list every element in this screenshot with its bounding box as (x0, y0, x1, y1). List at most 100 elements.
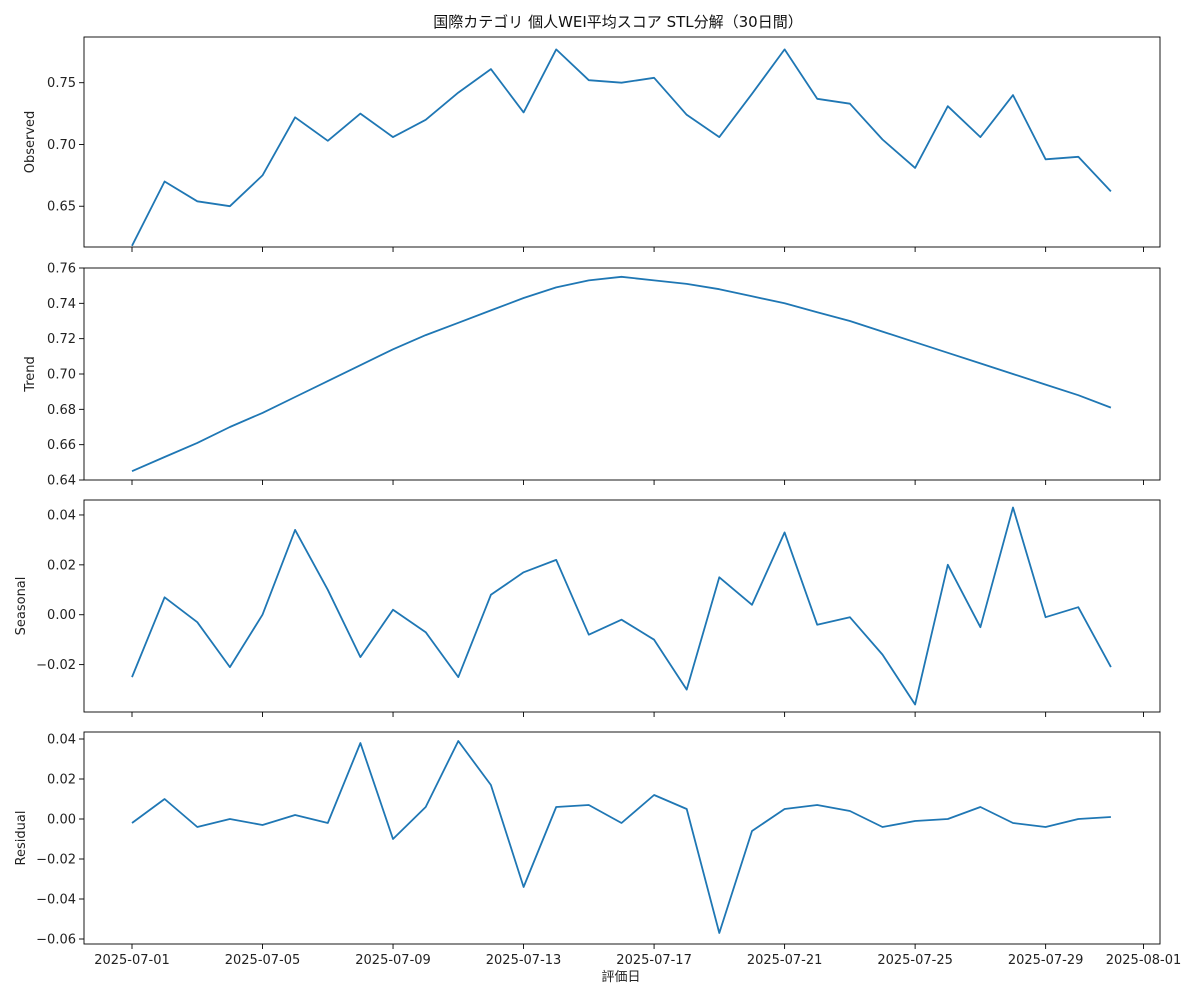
data-point (163, 456, 166, 459)
data-point (1012, 94, 1015, 97)
y-tick-label: 0.76 (47, 262, 76, 277)
data-point (653, 794, 656, 797)
data-point (783, 531, 786, 534)
data-point (816, 311, 819, 314)
panel-frame (83, 267, 1161, 481)
data-point (718, 932, 721, 935)
x-tick-label: 2025-07-09 (355, 953, 431, 968)
data-point (131, 676, 134, 679)
data-point (489, 309, 492, 312)
y-axis-label: Trend (23, 356, 38, 393)
data-point (587, 279, 590, 282)
data-point (587, 804, 590, 807)
data-point (326, 588, 329, 591)
data-point (946, 351, 949, 354)
data-point (783, 302, 786, 305)
data-point (424, 334, 427, 337)
data-point (294, 814, 297, 817)
y-tick-label: 0.02 (47, 773, 76, 788)
x-tick-label: 2025-07-17 (616, 953, 692, 968)
data-point (783, 808, 786, 811)
data-point (1077, 606, 1080, 609)
data-point (261, 613, 264, 616)
data-point (685, 113, 688, 116)
data-point (1012, 822, 1015, 825)
panel-observed: 0.65 0.70 0.75 Observed (23, 36, 1161, 252)
data-point (359, 742, 362, 745)
y-tick-label: 0.00 (47, 608, 76, 623)
y-tick-label: 0.72 (47, 332, 76, 347)
data-point (685, 688, 688, 691)
y-tick-label: 0.64 (47, 474, 76, 489)
data-point (196, 441, 199, 444)
data-point (392, 608, 395, 611)
series-line-seasonal (131, 506, 1112, 706)
y-tick-label: 0.02 (47, 558, 76, 573)
data-point (1012, 373, 1015, 376)
data-point (946, 818, 949, 821)
data-point (750, 295, 753, 298)
data-point (261, 411, 264, 414)
data-point (424, 118, 427, 121)
y-tick-label: −0.04 (36, 893, 76, 908)
data-point (424, 631, 427, 634)
data-point (392, 838, 395, 841)
y-tick-label: 0.65 (47, 200, 76, 215)
data-point (750, 603, 753, 606)
data-point (555, 286, 558, 289)
data-point (914, 341, 917, 344)
data-point (881, 330, 884, 333)
data-point (1012, 506, 1015, 509)
data-point (1044, 826, 1047, 829)
data-point (718, 288, 721, 291)
data-point (979, 626, 982, 629)
data-point (131, 470, 134, 473)
data-point (653, 638, 656, 641)
data-point (326, 139, 329, 142)
panel-frame (83, 731, 1161, 945)
data-point (392, 348, 395, 351)
data-point (163, 798, 166, 801)
y-tick-label: −0.06 (36, 933, 76, 948)
data-point (163, 180, 166, 183)
data-point (1109, 406, 1112, 409)
data-point (881, 138, 884, 141)
data-point (816, 623, 819, 626)
y-tick-label: −0.02 (36, 853, 76, 868)
data-point (816, 97, 819, 100)
panel-trend: 0.64 0.66 0.68 0.70 0.72 0.74 0.76 Trend (23, 262, 1161, 489)
data-point (294, 528, 297, 531)
data-point (326, 822, 329, 825)
data-point (979, 362, 982, 365)
data-point (979, 136, 982, 139)
data-point (359, 112, 362, 115)
data-point (522, 571, 525, 574)
data-point (881, 653, 884, 656)
data-point (196, 200, 199, 203)
data-point (620, 81, 623, 84)
data-point (620, 822, 623, 825)
data-point (1044, 616, 1047, 619)
data-point (1077, 155, 1080, 158)
y-axis-label: Residual (14, 811, 29, 866)
y-axis-label: Observed (23, 111, 38, 174)
series-line-residual (131, 740, 1111, 934)
panel-seasonal: −0.02 0.00 0.02 0.04 Seasonal (14, 499, 1161, 717)
figure-title: 国際カテゴリ 個人WEI平均スコア STL分解（30日間） (433, 13, 802, 31)
data-point (359, 656, 362, 659)
y-tick-label: 0.00 (47, 813, 76, 828)
data-point (848, 810, 851, 813)
data-point (457, 676, 460, 679)
data-point (457, 91, 460, 94)
panel-frame (83, 499, 1161, 713)
data-point (359, 364, 362, 367)
data-point (587, 79, 590, 82)
data-point (620, 275, 623, 278)
data-point (228, 666, 231, 669)
data-point (653, 76, 656, 79)
data-point (1109, 816, 1112, 819)
data-point (228, 205, 231, 208)
data-point (685, 282, 688, 285)
data-point (489, 68, 492, 71)
x-tick-label: 2025-07-25 (877, 953, 953, 968)
